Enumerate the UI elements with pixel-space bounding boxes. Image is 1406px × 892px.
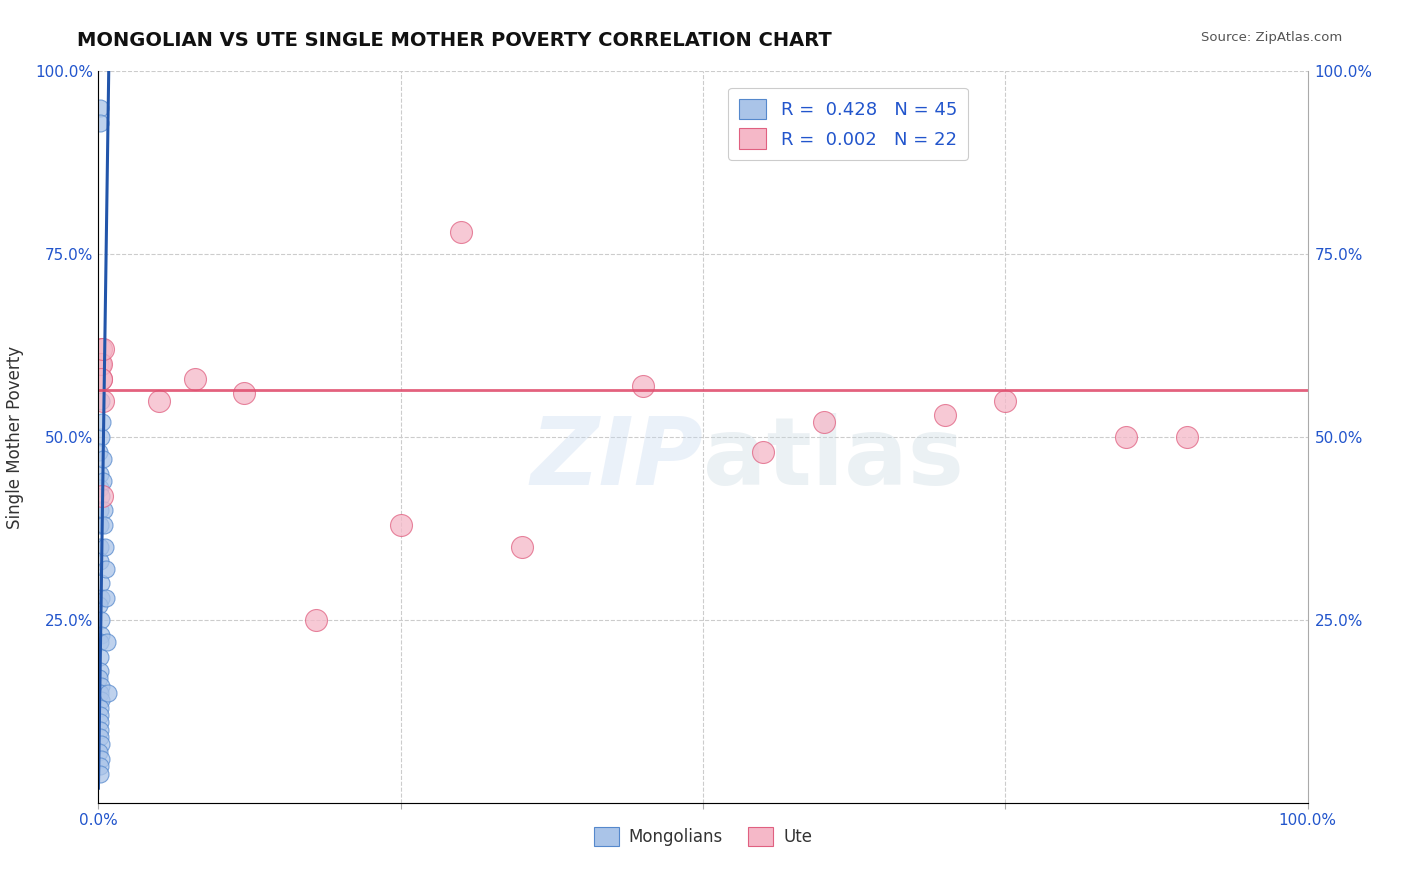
Point [90,679,112,693]
Point [89,467,111,481]
Point [389,517,412,532]
Point [89,599,111,613]
Legend: Mongolians, Ute: Mongolians, Ute [588,821,818,853]
Point [89,481,111,495]
Point [994,393,1017,408]
Point [93,517,115,532]
Point [184,371,207,385]
Point [89,759,111,773]
Point [148,393,170,408]
Point [90,693,112,707]
Point [631,379,654,393]
Point [91,416,114,430]
Text: ZIP: ZIP [530,413,703,505]
Point [90,343,112,357]
Point [90,737,112,751]
Point [89,517,111,532]
Point [91,452,114,467]
Point [89,554,111,568]
Point [96,635,118,649]
Point [89,101,111,115]
Point [91,489,114,503]
Text: Source: ZipAtlas.com: Source: ZipAtlas.com [1202,31,1343,45]
Point [232,386,254,401]
Point [450,225,472,239]
Point [89,635,111,649]
Point [90,430,112,444]
Point [93,503,115,517]
Point [90,613,112,627]
Point [89,766,111,780]
Point [94,540,117,554]
Point [89,745,111,759]
Point [90,489,112,503]
Point [89,115,111,129]
Point [89,672,111,686]
Point [89,686,111,700]
Point [89,649,111,664]
Point [1175,430,1198,444]
Point [752,444,775,458]
Point [89,715,111,730]
Point [90,627,112,641]
Point [90,357,112,371]
Point [89,357,111,371]
Point [97,686,120,700]
Point [94,562,117,576]
Point [305,613,328,627]
Point [89,700,111,714]
Point [96,591,118,605]
Point [91,474,114,488]
Y-axis label: Single Mother Poverty: Single Mother Poverty [7,345,24,529]
Point [90,393,112,408]
Point [90,752,112,766]
Point [91,343,114,357]
Text: MONGOLIAN VS UTE SINGLE MOTHER POVERTY CORRELATION CHART: MONGOLIAN VS UTE SINGLE MOTHER POVERTY C… [77,31,832,50]
Point [89,444,111,458]
Point [813,416,835,430]
Point [89,723,111,737]
Point [89,503,111,517]
Point [90,371,112,385]
Point [90,371,112,385]
Point [510,540,533,554]
Point [91,393,114,408]
Text: atlas: atlas [703,413,965,505]
Point [1115,430,1137,444]
Point [89,708,111,723]
Point [89,540,111,554]
Point [934,408,956,422]
Point [90,591,112,605]
Point [90,576,112,591]
Point [89,357,111,371]
Point [89,664,111,678]
Point [89,730,111,744]
